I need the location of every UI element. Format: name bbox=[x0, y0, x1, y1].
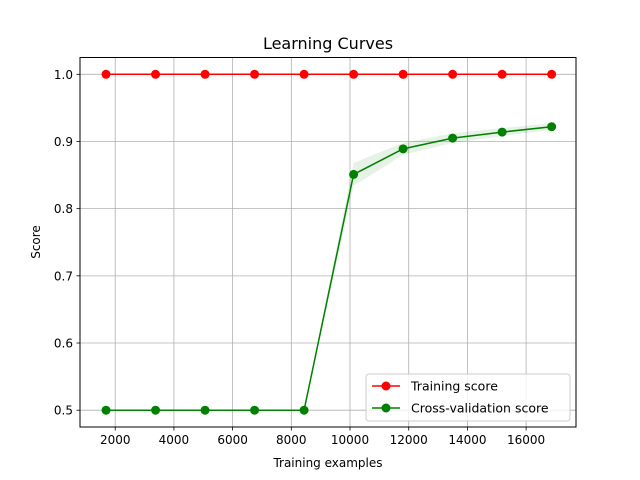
training-score-point bbox=[349, 69, 359, 79]
x-tick-label: 12000 bbox=[390, 433, 428, 447]
lines-layer bbox=[106, 73, 552, 411]
x-tick-label: 6000 bbox=[217, 433, 248, 447]
legend: Training score Cross-validation score bbox=[365, 373, 571, 422]
cross-validation-score-point bbox=[497, 127, 507, 137]
cross-validation-score-point bbox=[547, 122, 557, 132]
cross-validation-score-point bbox=[101, 405, 111, 415]
legend-marker-cross-validation bbox=[381, 403, 391, 413]
chart-title: Learning Curves bbox=[263, 34, 393, 53]
training-score-point bbox=[200, 69, 210, 79]
legend-label-training: Training score bbox=[410, 379, 498, 394]
y-tick-label: 1.0 bbox=[54, 68, 73, 82]
y-tick-label: 0.5 bbox=[54, 404, 73, 418]
training-score-point bbox=[151, 69, 161, 79]
cross-validation-score-point bbox=[299, 405, 309, 415]
cross-validation-score-line bbox=[106, 125, 552, 411]
legend-marker-training bbox=[381, 381, 391, 391]
cross-validation-score-point bbox=[151, 405, 161, 415]
y-axis-label: Score bbox=[29, 225, 43, 259]
x-tick-label: 8000 bbox=[276, 433, 307, 447]
x-axis-ticks: 2000 4000 6000 8000 10000 12000 14000 16000 bbox=[100, 427, 545, 447]
training-score-point bbox=[547, 69, 557, 79]
x-tick-label: 4000 bbox=[159, 433, 190, 447]
training-score-point bbox=[101, 69, 111, 79]
x-tick-label: 2000 bbox=[100, 433, 131, 447]
training-score-point bbox=[448, 69, 458, 79]
cross-validation-score-point bbox=[250, 405, 260, 415]
cross-validation-score-point bbox=[398, 144, 408, 154]
y-tick-label: 0.8 bbox=[54, 202, 73, 216]
training-score-point bbox=[497, 69, 507, 79]
training-score-point bbox=[299, 69, 309, 79]
training-score-point bbox=[250, 69, 260, 79]
x-axis-label: Training examples bbox=[272, 456, 382, 470]
x-tick-label: 16000 bbox=[507, 433, 545, 447]
x-tick-label: 14000 bbox=[448, 433, 486, 447]
y-axis-ticks: 0.5 0.6 0.7 0.8 0.9 1.0 bbox=[54, 68, 80, 418]
band-layer bbox=[106, 123, 552, 411]
y-tick-label: 0.7 bbox=[54, 269, 73, 283]
x-tick-label: 10000 bbox=[331, 433, 369, 447]
legend-frame bbox=[365, 373, 571, 422]
points-layer bbox=[101, 69, 557, 415]
training-score-point bbox=[398, 69, 408, 79]
legend-label-cross-validation: Cross-validation score bbox=[411, 401, 549, 416]
y-tick-label: 0.9 bbox=[54, 135, 73, 149]
cross-validation-score-point bbox=[349, 169, 359, 179]
cross-validation-score-point bbox=[200, 405, 210, 415]
cross-validation-score-point bbox=[448, 133, 458, 143]
y-tick-label: 0.6 bbox=[54, 337, 73, 351]
grid bbox=[80, 57, 576, 427]
plot-area-frame bbox=[79, 57, 577, 428]
cross-validation-score-std-band bbox=[106, 123, 552, 411]
